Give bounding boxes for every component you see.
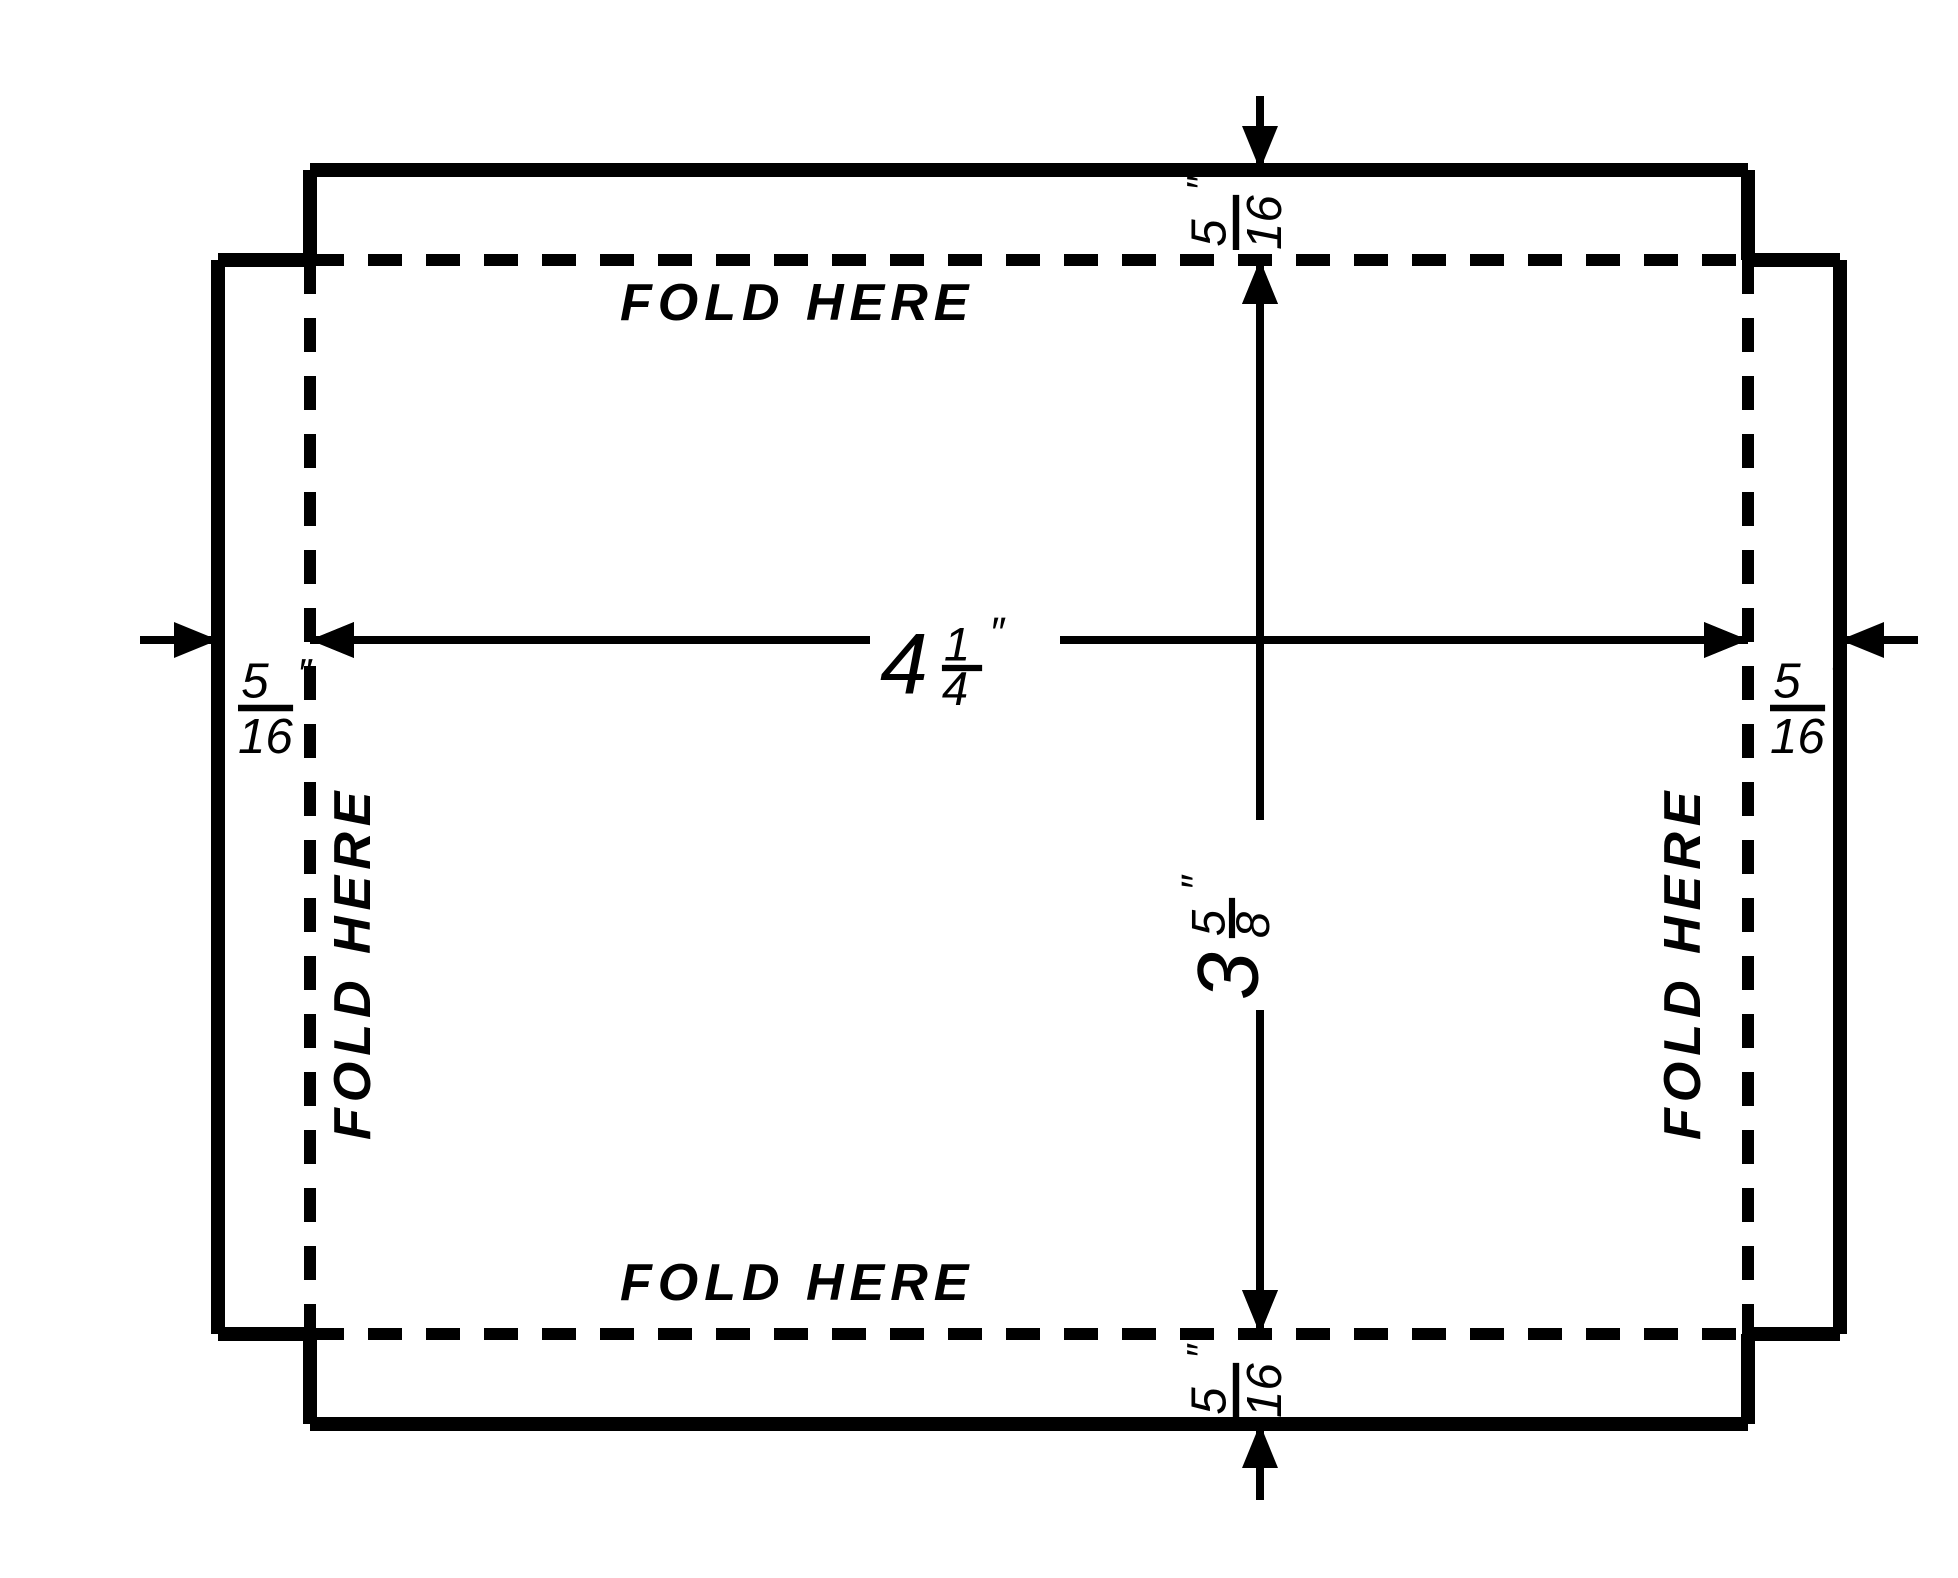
fold-here-right: FOLD HERE	[1654, 786, 1712, 1140]
svg-text:4: 4	[880, 617, 928, 713]
svg-text:″: ″	[1179, 175, 1225, 191]
svg-text:″: ″	[1829, 651, 1845, 697]
svg-text:5: 5	[241, 654, 269, 709]
dim-flap-top: 516 ″	[1179, 175, 1293, 250]
svg-text:″: ″	[989, 609, 1006, 657]
svg-text:3: 3	[1181, 952, 1277, 1000]
dim-height: 358″	[1173, 874, 1280, 1000]
fold-here-bottom: FOLD HERE	[620, 1254, 974, 1312]
svg-text:″: ″	[297, 651, 313, 697]
fold-here-left: FOLD HERE	[324, 786, 382, 1140]
svg-text:16: 16	[1237, 195, 1292, 250]
dim-flap-bottom: 516 ″	[1179, 1343, 1293, 1418]
svg-text:″: ″	[1173, 874, 1221, 891]
svg-text:5: 5	[1773, 654, 1801, 709]
dim-flap-left: 516″	[238, 651, 313, 765]
svg-text:16: 16	[1237, 1363, 1292, 1418]
svg-text:16: 16	[1770, 709, 1825, 764]
svg-text:″: ″	[1179, 1343, 1225, 1359]
technical-drawing: FOLD HEREFOLD HEREFOLD HEREFOLD HERE414″…	[0, 0, 1958, 1578]
fold-here-top: FOLD HERE	[620, 274, 974, 332]
svg-text:16: 16	[238, 709, 293, 764]
svg-text:8: 8	[1227, 911, 1280, 938]
svg-text:5: 5	[1182, 219, 1237, 247]
svg-text:5: 5	[1182, 1387, 1237, 1415]
dim-width: 414″	[880, 609, 1006, 716]
svg-text:4: 4	[942, 663, 968, 716]
